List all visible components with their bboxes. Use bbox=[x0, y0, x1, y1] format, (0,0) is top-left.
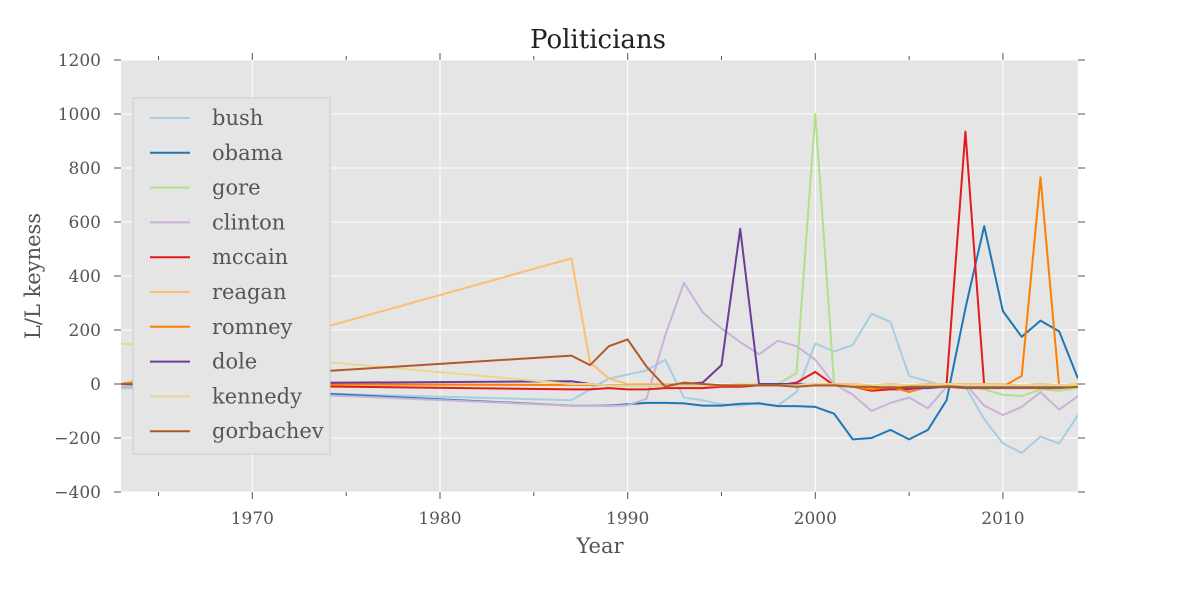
x-tick-label: 1990 bbox=[606, 509, 649, 529]
y-tick-label: 1000 bbox=[58, 105, 101, 125]
legend-label-dole: dole bbox=[212, 350, 257, 374]
series-line-obama bbox=[121, 225, 1078, 441]
y-tick-label: 400 bbox=[69, 267, 101, 287]
x-axis-label: Year bbox=[575, 534, 624, 558]
legend-label-mccain: mccain bbox=[212, 245, 288, 269]
x-tick-label: 1980 bbox=[418, 509, 461, 529]
legend-label-obama: obama bbox=[212, 141, 283, 165]
y-tick-label: 0 bbox=[90, 375, 101, 395]
y-axis-label: L/L keyness bbox=[21, 213, 45, 339]
axis-ticks bbox=[114, 53, 1085, 499]
x-tick-labels: 1970 1980 1990 2000 2010 bbox=[231, 509, 1025, 529]
series-line-gorbachev bbox=[121, 338, 1078, 390]
legend: bush obama gore clinton mccain reagan romney do… bbox=[132, 97, 331, 455]
y-tick-label: 800 bbox=[69, 159, 101, 179]
y-tick-label: 200 bbox=[69, 321, 101, 341]
legend-label-gorbachev: gorbachev bbox=[212, 419, 324, 443]
x-tick-label: 2000 bbox=[794, 509, 837, 529]
legend-label-bush: bush bbox=[212, 106, 263, 130]
y-tick-label: 1200 bbox=[58, 51, 101, 71]
series-line-clinton bbox=[121, 281, 1078, 417]
series-lines bbox=[121, 113, 1078, 454]
series-line-bush bbox=[121, 312, 1078, 454]
x-tick-label: 1970 bbox=[231, 509, 274, 529]
chart-title: Politicians bbox=[530, 25, 666, 55]
series-line-kennedy bbox=[121, 342, 1078, 387]
legend-label-romney: romney bbox=[212, 315, 293, 339]
legend-label-reagan: reagan bbox=[212, 280, 286, 304]
y-tick-label: −200 bbox=[54, 429, 101, 449]
y-tick-labels: −400 −200 0 200 400 600 800 1000 1200 bbox=[54, 51, 101, 503]
y-tick-label: −400 bbox=[54, 483, 101, 503]
legend-label-kennedy: kennedy bbox=[212, 384, 302, 408]
x-tick-label: 2010 bbox=[981, 509, 1024, 529]
legend-label-clinton: clinton bbox=[212, 210, 285, 234]
legend-label-gore: gore bbox=[212, 176, 261, 200]
y-tick-label: 600 bbox=[69, 213, 101, 233]
legend-box bbox=[132, 97, 331, 455]
